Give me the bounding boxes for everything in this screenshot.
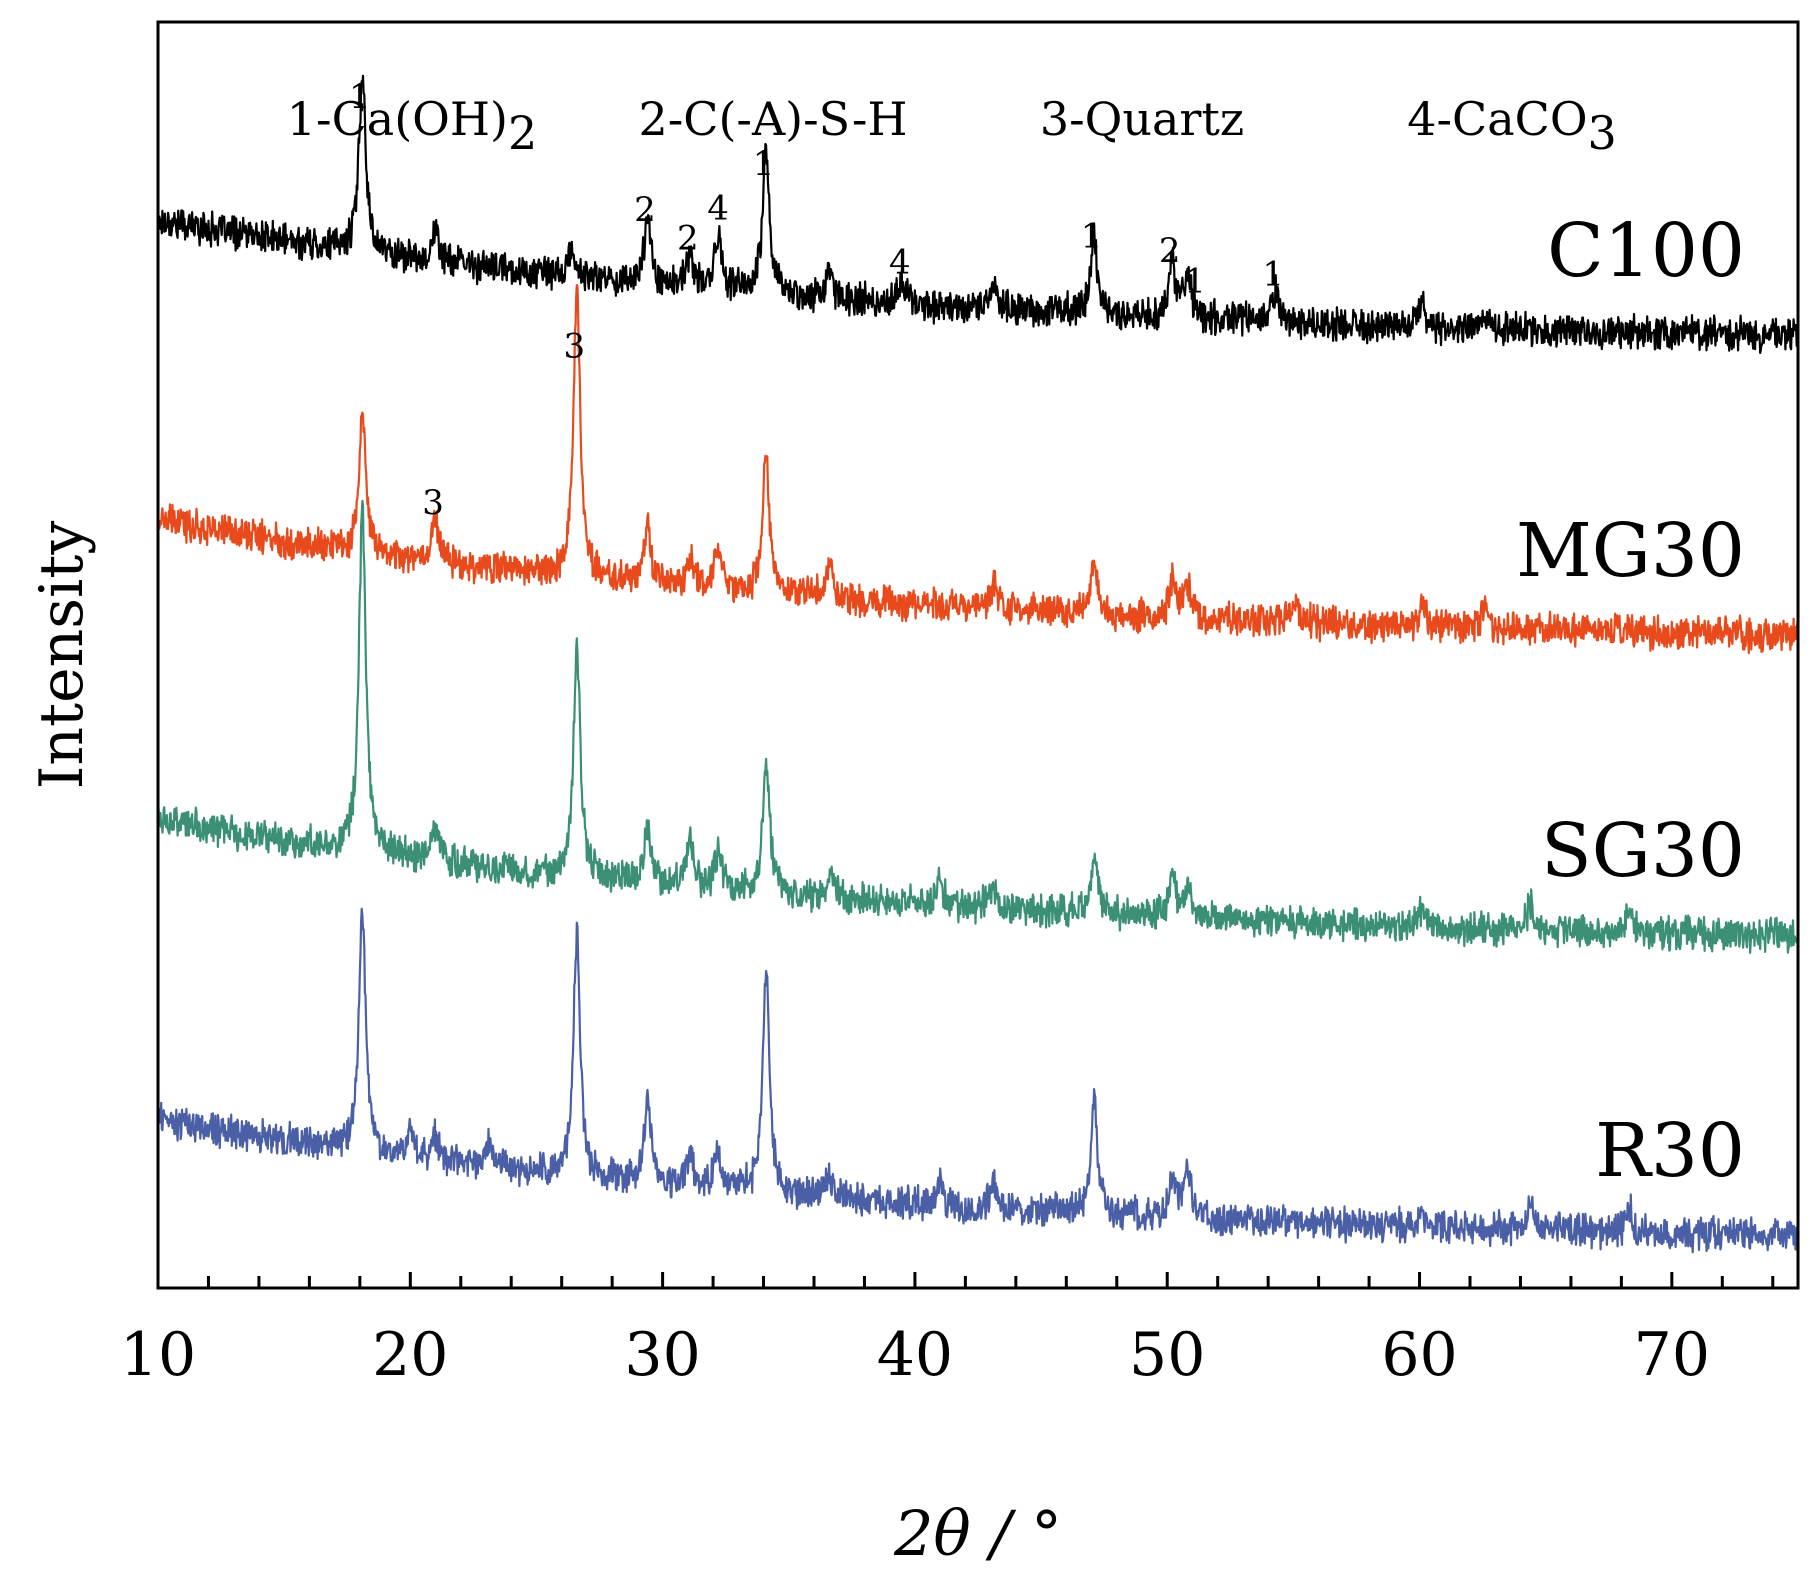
legend-entry-3: 3-Quartz [1040,92,1244,146]
x-tick-label: 40 [877,1320,953,1390]
series-label-sg30: SG30 [1541,808,1745,894]
x-axis-title: 2θ / ° [893,1497,1062,1570]
legend-entry-2: 2-C(-A)-S-H [638,92,907,146]
x-axis-tick-labels: 10 20 30 40 50 60 70 [120,1320,1710,1390]
legend-entry-1: 1-Ca(OH)2 [287,92,537,160]
series-layer [156,74,1800,1254]
series-label-r30: R30 [1595,1108,1745,1194]
x-tick-label: 50 [1129,1320,1205,1390]
peak-label: 1 [349,77,371,117]
peak-label: 2 [1159,231,1181,271]
x-axis-ticks [206,1272,1775,1288]
series-line-r30 [156,907,1799,1254]
peak-label: 3 [422,483,444,523]
x-tick-label: 30 [624,1320,700,1390]
series-label-c100: C100 [1547,208,1745,294]
peak-label: 2 [677,218,699,258]
peak-label: 1 [753,144,775,184]
phase-legend: 1-Ca(OH)2 2-C(-A)-S-H 3-Quartz 4-CaCO3 [287,92,1617,160]
series-line-c100 [157,74,1800,354]
y-axis-title: Intensity [27,521,97,790]
peak-label: 4 [889,242,911,282]
series-label-mg30: MG30 [1516,508,1745,594]
x-tick-label: 70 [1634,1320,1710,1390]
peak-label: 2 [634,190,656,230]
series-labels: C100 MG30 SG30 R30 [1516,208,1745,1194]
x-tick-label: 10 [120,1320,196,1390]
x-tick-label: 20 [372,1320,448,1390]
peak-label: 1 [1262,255,1284,295]
peak-label: 1 [1081,217,1103,257]
series-line-sg30 [156,499,1800,955]
plot-frame [156,20,1800,1290]
peak-label: 1 [1184,262,1206,302]
peak-label: 3 [563,326,585,366]
legend-entry-4: 4-CaCO3 [1407,92,1617,160]
x-tick-label: 60 [1381,1320,1457,1390]
series-line-mg30 [156,284,1800,655]
peak-label: 4 [707,189,729,229]
